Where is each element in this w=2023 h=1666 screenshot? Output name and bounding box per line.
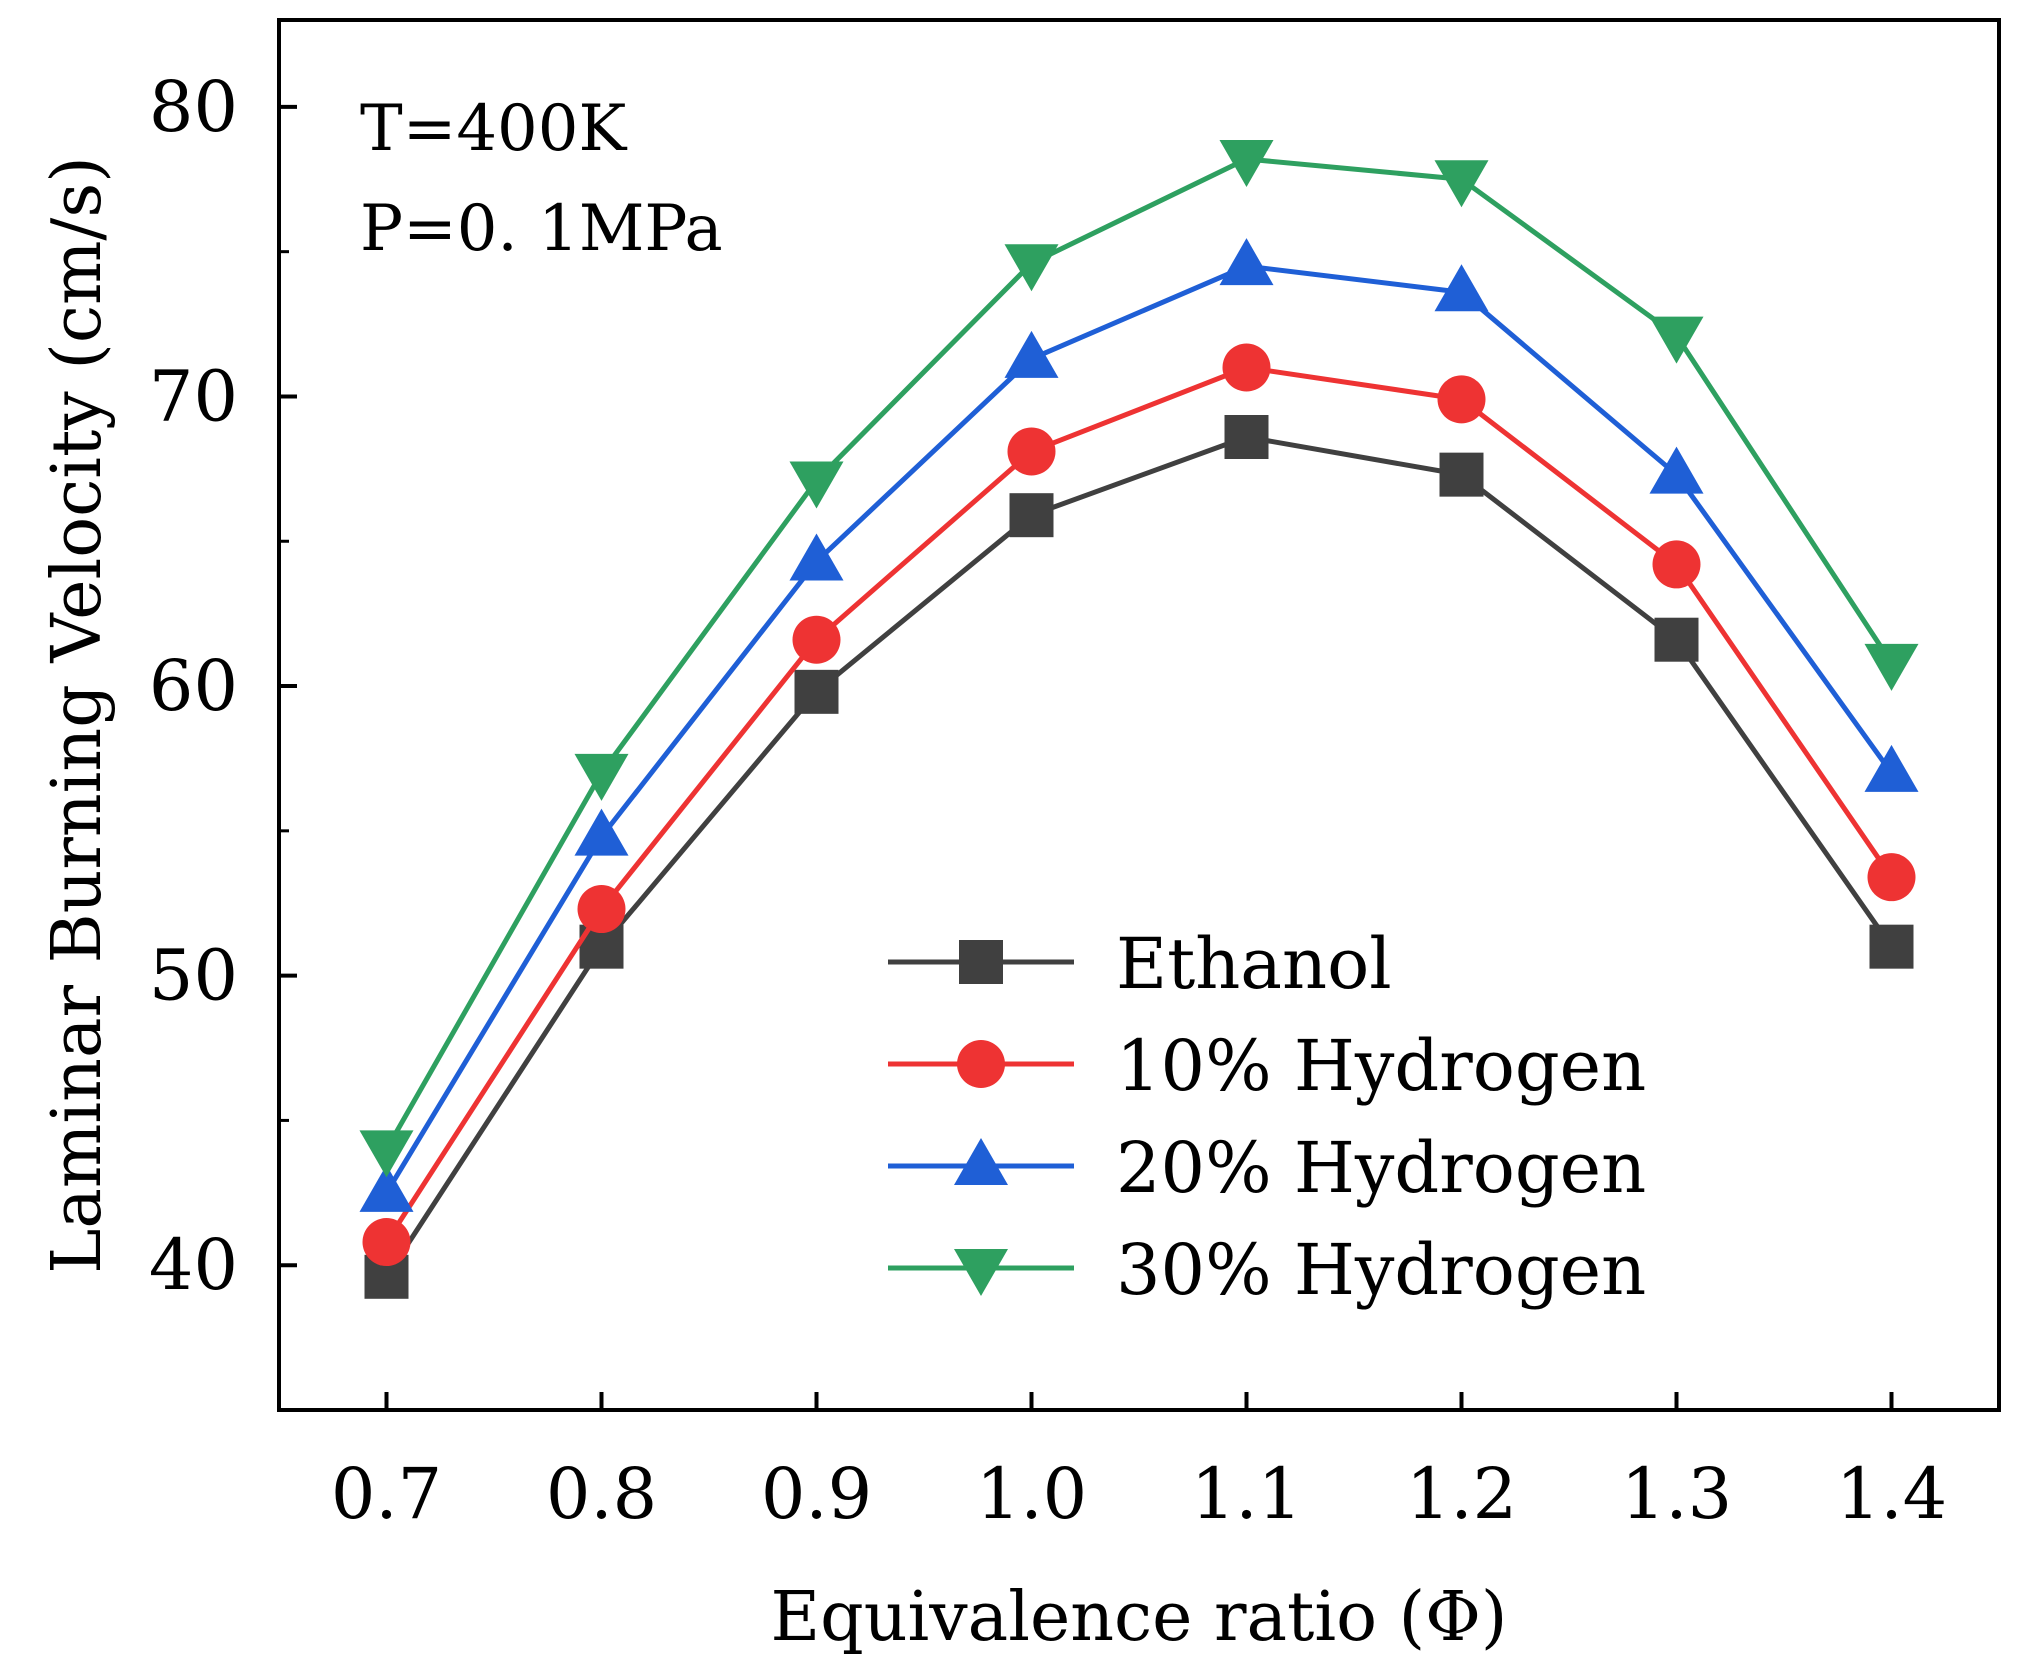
data-point-10-hydrogen [792, 615, 841, 664]
data-point-ethanol [1439, 452, 1484, 497]
annotation-temperature: T=400K [360, 92, 627, 166]
data-point-30-hydrogen [1219, 140, 1274, 187]
legend-marker [954, 1138, 1008, 1185]
data-point-10-hydrogen [1007, 427, 1056, 476]
data-point-30-hydrogen [1864, 643, 1919, 691]
legend-marker [957, 1040, 1005, 1088]
legend-marker [954, 1249, 1008, 1296]
data-point-10-hydrogen [1652, 540, 1701, 589]
x-tick-label: 0.8 [546, 1453, 657, 1535]
legend-label: 10% Hydrogen [1116, 1025, 1646, 1107]
legend-label: 30% Hydrogen [1116, 1229, 1646, 1311]
series-10-hydrogen [362, 343, 1916, 1267]
y-tick-label: 40 [149, 1224, 238, 1306]
data-point-20-hydrogen [1434, 264, 1489, 312]
data-point-30-hydrogen [359, 1130, 414, 1178]
series-line-20-hydrogen [384, 263, 1894, 1195]
data-point-10-hydrogen [362, 1218, 411, 1267]
data-point-ethanol [1009, 493, 1054, 538]
legend-entry-20-hydrogen: 20% Hydrogen [888, 1127, 1646, 1209]
data-point-20-hydrogen [1864, 744, 1919, 792]
data-point-20-hydrogen [359, 1164, 414, 1212]
series-line-10-hydrogen [384, 365, 1894, 1244]
legend: Ethanol 10% Hydrogen 20% Hydrogen 30% Hydro… [888, 923, 1646, 1311]
data-point-ethanol [1654, 617, 1699, 662]
x-tick-label: 1.3 [1621, 1453, 1732, 1535]
x-tick-label: 0.9 [761, 1453, 872, 1535]
data-point-10-hydrogen [577, 885, 626, 934]
legend-marker [959, 940, 1003, 984]
data-point-10-hydrogen [1222, 343, 1271, 392]
data-point-ethanol [1224, 415, 1269, 459]
data-point-ethanol [794, 669, 839, 714]
data-point-30-hydrogen [574, 753, 629, 801]
legend-label: 20% Hydrogen [1116, 1127, 1646, 1209]
legend-label: Ethanol [1116, 923, 1392, 1005]
data-point-20-hydrogen [789, 533, 844, 581]
legend-entry-30-hydrogen: 30% Hydrogen [888, 1229, 1646, 1311]
x-tick-label: 1.0 [976, 1453, 1087, 1535]
series-line-30-hydrogen [384, 156, 1894, 1151]
y-tick-label: 60 [149, 645, 238, 727]
data-point-10-hydrogen [1437, 375, 1486, 424]
series-ethanol [364, 415, 1914, 1299]
data-point-30-hydrogen [1434, 160, 1489, 208]
legend-entry-10-hydrogen: 10% Hydrogen [888, 1025, 1646, 1107]
series-20-hydrogen [359, 238, 1919, 1212]
y-axis-title: Laminar Burning Velocity (cm/s) [38, 156, 117, 1274]
x-tick-label: 1.2 [1406, 1453, 1517, 1535]
data-point-30-hydrogen [1004, 244, 1059, 292]
series-30-hydrogen [359, 140, 1919, 1178]
y-tick-label: 80 [149, 66, 238, 148]
annotation-pressure: P=0. 1MPa [360, 192, 723, 266]
y-tick-label: 70 [149, 355, 238, 437]
data-point-10-hydrogen [1867, 853, 1916, 902]
data-point-20-hydrogen [1219, 238, 1274, 286]
x-tick-label: 1.1 [1191, 1453, 1302, 1535]
series-line-ethanol [384, 434, 1894, 1279]
plot-frame [277, 18, 2001, 1412]
legend-entry-ethanol: Ethanol [888, 923, 1392, 1005]
data-point-30-hydrogen [789, 461, 844, 509]
x-tick-label: 1.4 [1836, 1453, 1947, 1535]
x-tick-label: 0.7 [331, 1453, 442, 1535]
x-axis-title: Equivalence ratio (Φ) [771, 1578, 1508, 1657]
data-point-20-hydrogen [1004, 330, 1059, 378]
data-point-ethanol [1869, 924, 1914, 969]
data-point-30-hydrogen [1649, 316, 1704, 364]
data-point-20-hydrogen [574, 808, 629, 856]
y-tick-label: 50 [149, 935, 238, 1017]
data-point-20-hydrogen [1649, 446, 1704, 494]
